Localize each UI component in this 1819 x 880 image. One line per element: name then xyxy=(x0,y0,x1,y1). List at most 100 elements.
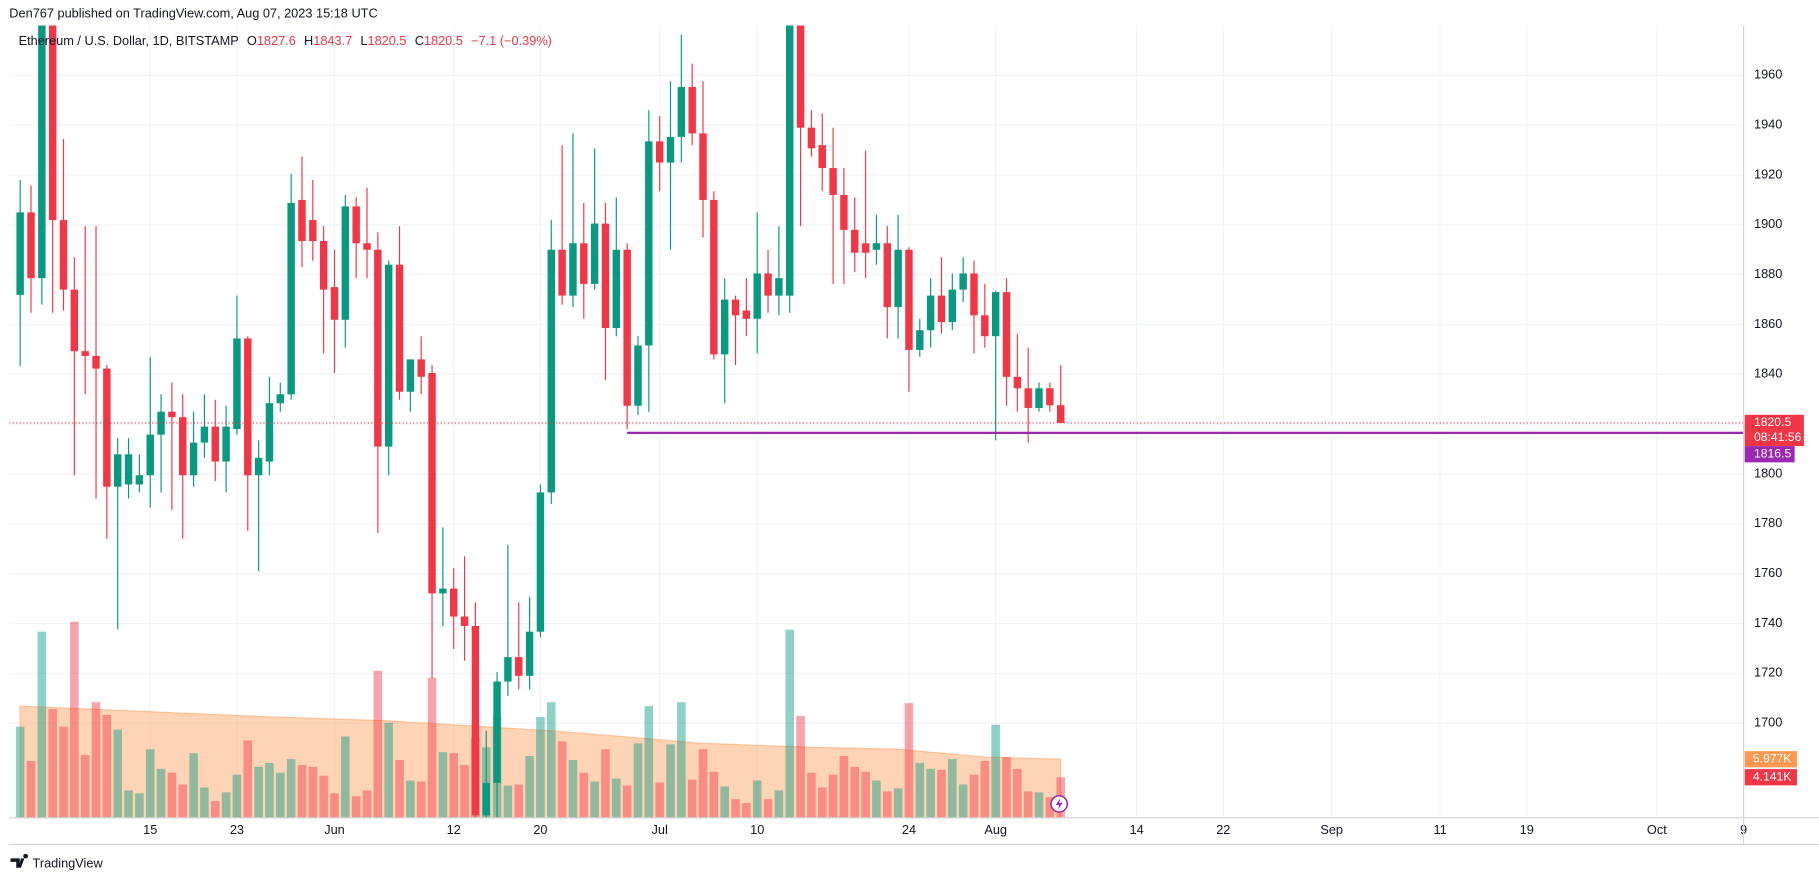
volume-bar xyxy=(124,790,133,818)
volume-bar xyxy=(926,768,935,818)
candle-body xyxy=(959,273,967,290)
candle-body xyxy=(666,136,675,163)
candle-body xyxy=(645,141,653,346)
volume-bar xyxy=(351,796,361,818)
volume-bar xyxy=(438,752,448,818)
volume-bar xyxy=(904,703,914,818)
candle-body xyxy=(764,273,772,296)
volume-bar xyxy=(406,780,415,818)
candle-body xyxy=(330,287,339,320)
candle-body xyxy=(16,212,24,295)
y-tick-label: 1960 xyxy=(1754,67,1782,82)
candle-body xyxy=(70,289,79,352)
x-tick-label: 23 xyxy=(230,822,244,837)
volume-bar xyxy=(546,702,556,818)
volume-bar xyxy=(525,756,534,818)
volume-bar xyxy=(210,801,220,818)
y-tick-label: 1760 xyxy=(1754,565,1782,580)
legend-title: Ethereum / U.S. Dollar, 1D, BITSTAMP xyxy=(19,33,239,48)
countdown-label: 08:41:56 xyxy=(1754,430,1802,444)
volume-label: 4.141K xyxy=(1753,769,1792,783)
candle-body xyxy=(1056,405,1065,423)
volume-bar xyxy=(774,790,784,818)
candle-body xyxy=(59,220,68,290)
volume-bar xyxy=(666,744,675,818)
candle-body xyxy=(710,199,718,355)
legend-key: O xyxy=(247,33,257,48)
candle-body xyxy=(146,434,154,476)
volume-bar xyxy=(102,714,112,818)
volume-bar xyxy=(709,771,719,818)
volume-bar xyxy=(742,803,751,818)
candle-body xyxy=(48,25,57,221)
volume-bar xyxy=(243,740,253,818)
legend-key: H xyxy=(304,33,313,48)
candle-body xyxy=(168,411,176,418)
x-tick-label: Jul xyxy=(652,822,668,837)
candle-body xyxy=(1035,388,1043,408)
candle-body xyxy=(840,194,848,230)
volume-bar xyxy=(937,769,946,818)
candle-body xyxy=(861,243,870,253)
volume-bar xyxy=(416,781,426,818)
candle-body xyxy=(254,457,263,476)
logo-icon xyxy=(10,853,28,868)
price-pane xyxy=(9,25,1744,818)
volume-bar xyxy=(698,749,708,818)
volume-bar xyxy=(113,729,122,818)
volume-bar xyxy=(969,774,979,818)
volume-bar xyxy=(265,762,274,818)
candle-body xyxy=(634,345,642,406)
volume-bar xyxy=(579,772,589,818)
legend-change: −7.1 (−0.39%) xyxy=(471,33,552,48)
volume-bar xyxy=(341,736,350,818)
candle-body xyxy=(417,359,425,377)
candle-body xyxy=(428,373,436,594)
volume-bar xyxy=(80,755,90,818)
legend-key: C xyxy=(415,33,424,48)
volume-bar xyxy=(156,768,166,818)
x-tick-label: Jun xyxy=(324,822,345,837)
level-tag xyxy=(1744,446,1795,463)
volume-bar xyxy=(991,724,1000,818)
volume-bar xyxy=(839,756,849,818)
candle-body xyxy=(569,243,577,296)
volume-bar xyxy=(980,760,990,818)
candle-body xyxy=(851,229,859,253)
candle-body xyxy=(580,243,588,284)
candle-body xyxy=(601,223,610,328)
volume-bar xyxy=(677,702,686,818)
candle-body xyxy=(905,249,913,350)
replay-icon[interactable] xyxy=(1050,795,1069,813)
volume-bar xyxy=(796,715,805,818)
volume-bar xyxy=(70,621,79,818)
volume-bar xyxy=(189,753,198,818)
legend-key: L xyxy=(360,33,367,48)
candle-body xyxy=(1013,376,1022,389)
candle-body xyxy=(309,220,317,242)
replay-bolt[interactable] xyxy=(1055,798,1063,810)
volume-bar xyxy=(915,762,925,818)
x-tick-label: 24 xyxy=(902,822,916,837)
x-tick-label: 10 xyxy=(750,822,764,837)
volume-bar xyxy=(601,749,610,818)
candle-body xyxy=(937,295,946,323)
volume-bar xyxy=(167,772,177,818)
candle-body xyxy=(113,454,122,487)
candle-body xyxy=(200,426,209,443)
volume-bar xyxy=(622,785,632,818)
volume-bar xyxy=(731,799,740,818)
volume-tag xyxy=(1744,769,1797,786)
legend-value: 1843.7 xyxy=(313,33,352,48)
candle-body xyxy=(894,249,902,308)
candle-body xyxy=(688,87,696,134)
candle-body xyxy=(319,241,328,290)
x-tick-label: 20 xyxy=(533,822,547,837)
x-tick-label: 15 xyxy=(143,822,157,837)
volume-bar xyxy=(948,759,957,818)
candle-body xyxy=(276,394,285,404)
y-tick-label: 1700 xyxy=(1754,715,1782,730)
y-tick-label: 1920 xyxy=(1754,166,1782,181)
candle-body xyxy=(135,475,144,485)
volume-bar xyxy=(59,726,68,818)
